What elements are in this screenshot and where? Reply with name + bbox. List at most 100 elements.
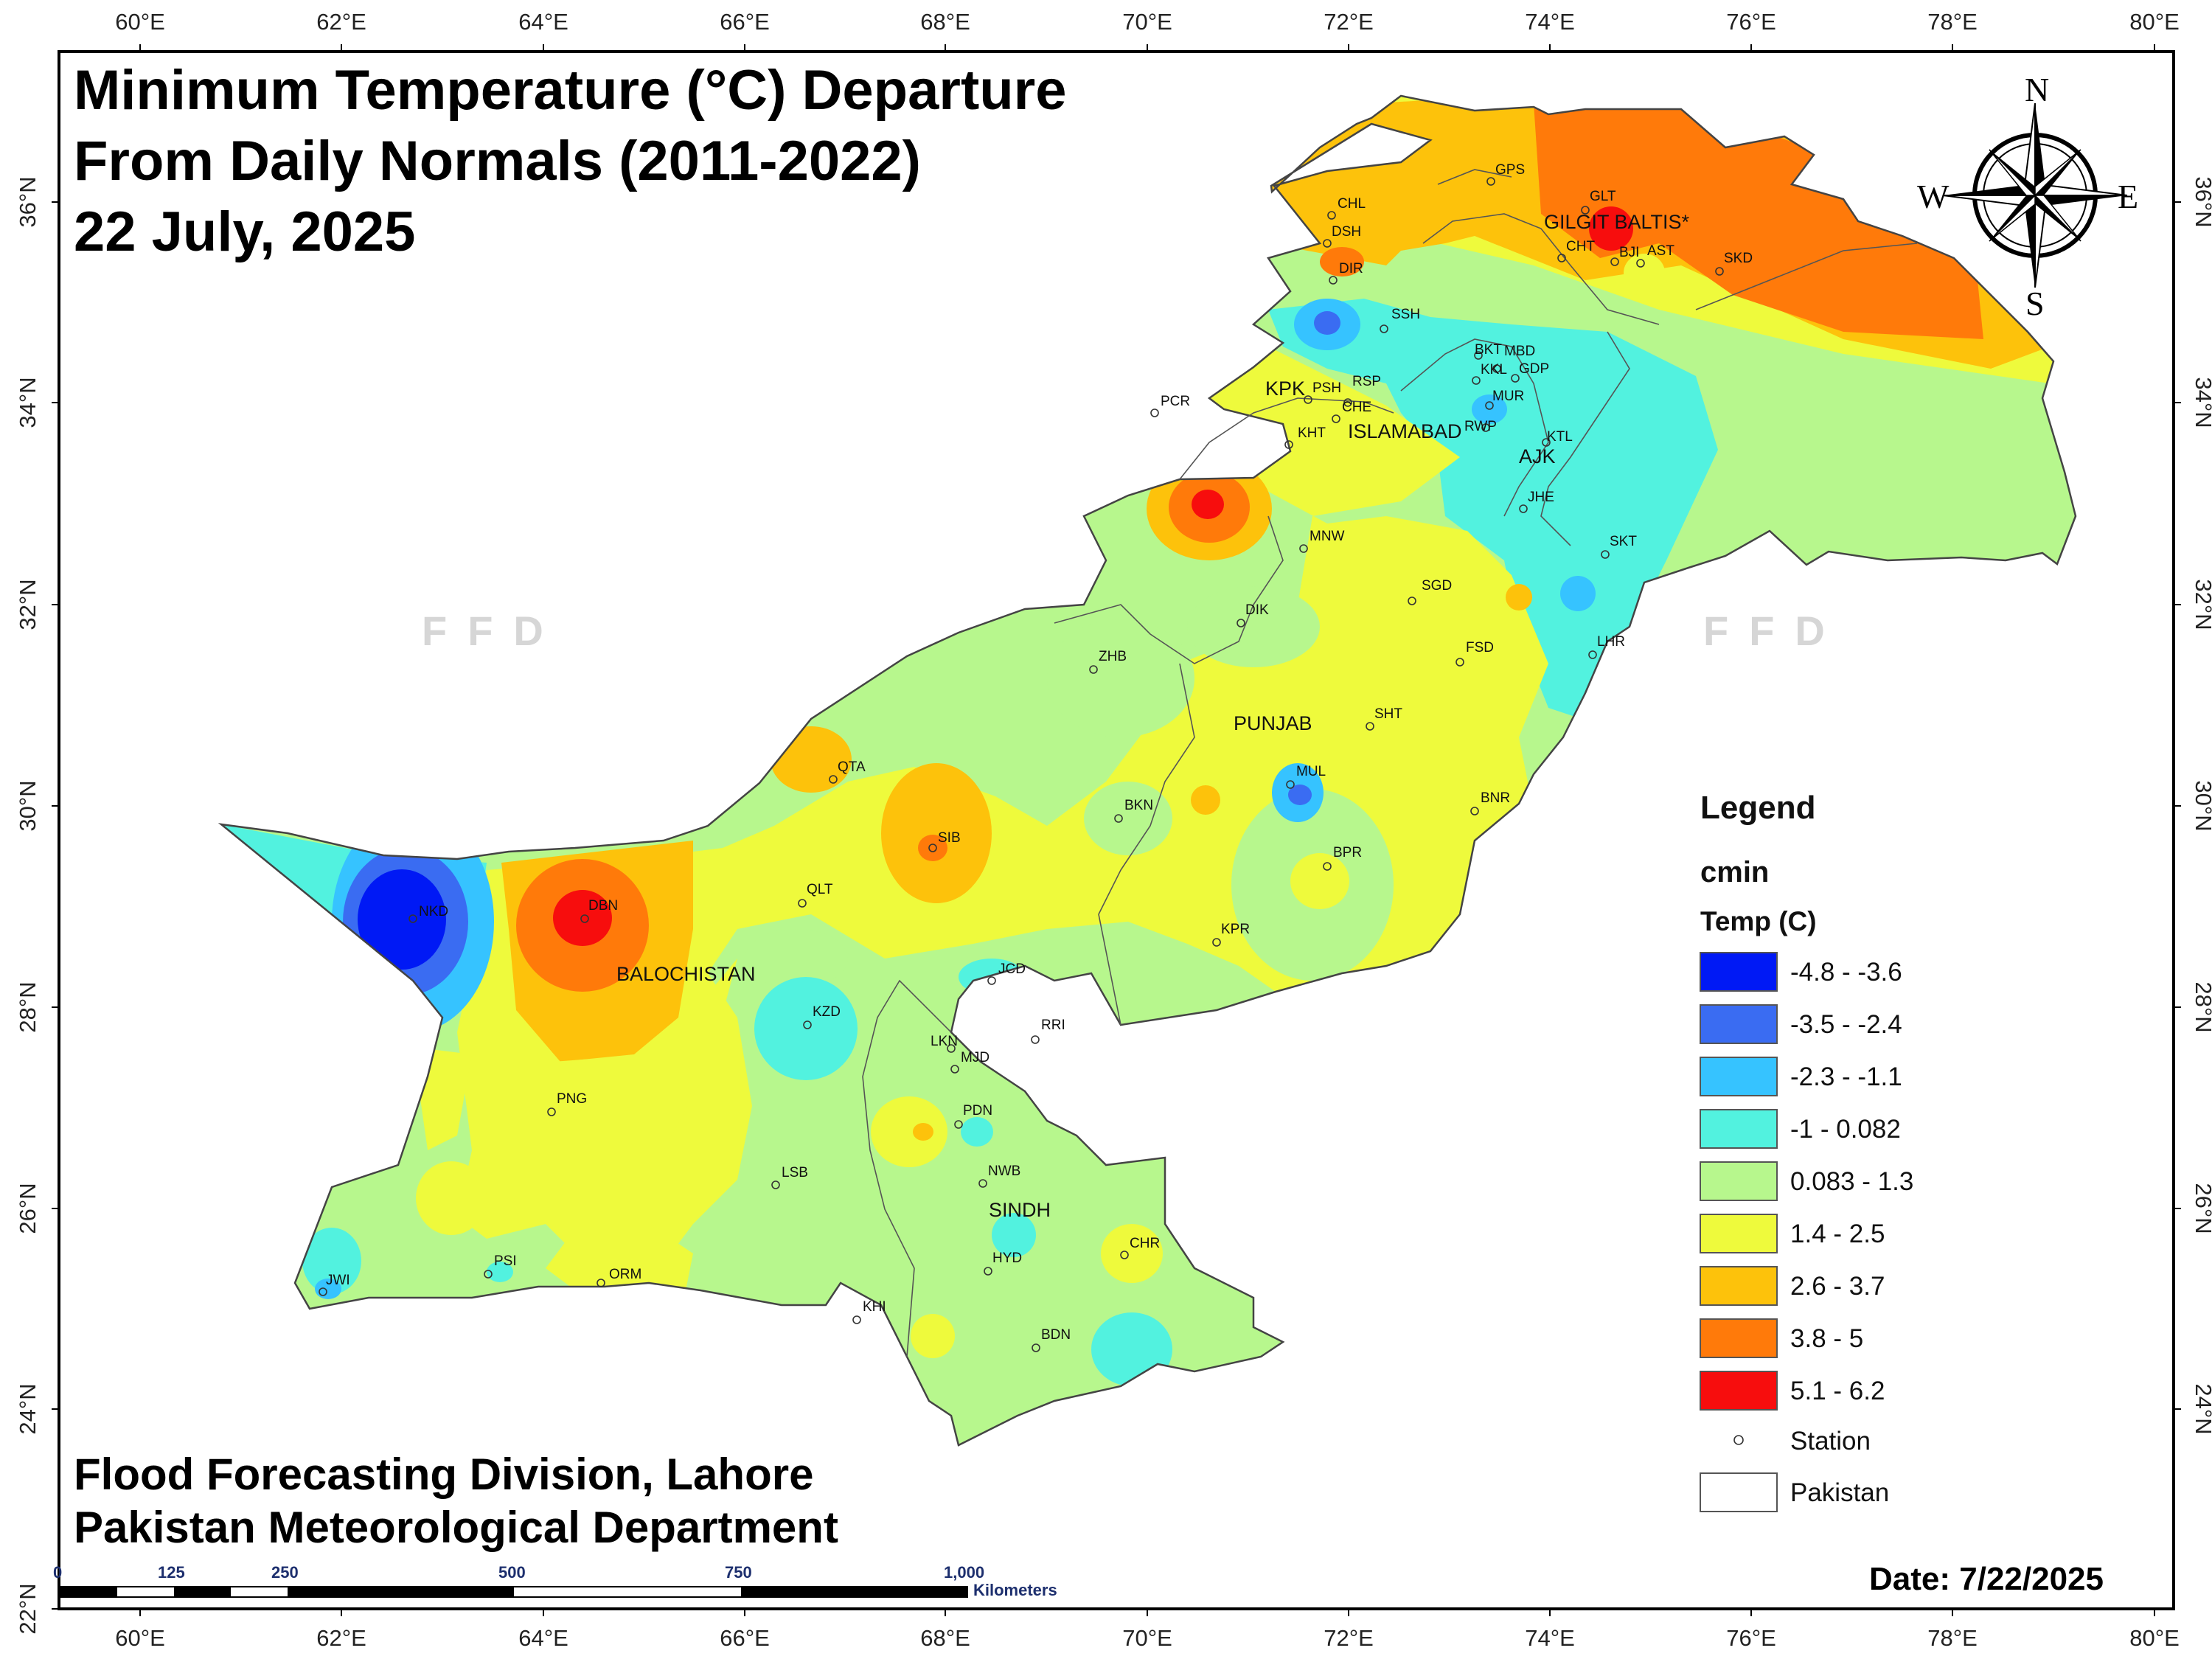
station-label: ORM — [609, 1267, 641, 1282]
region-labels: GILGIT BALTIS* KPK ISLAMABAD AJK PUNJAB … — [616, 211, 1690, 1221]
lon-label: 72°E — [1324, 1625, 1374, 1651]
scale-tick-label: 250 — [271, 1563, 299, 1582]
station-label: AST — [1647, 243, 1674, 259]
region-label-islamabad: ISLAMABAD — [1348, 420, 1462, 442]
legend-class-label: -2.3 - -1.1 — [1790, 1062, 1902, 1091]
legend-class-label: 1.4 - 2.5 — [1790, 1220, 1885, 1248]
legend-swatch — [1700, 1057, 1778, 1096]
legend-swatch — [1700, 952, 1778, 992]
compass-w: W — [1917, 178, 1950, 215]
legend-boundary-label: Pakistan — [1790, 1478, 1889, 1507]
station-markers — [319, 177, 1724, 1352]
station-label: QTA — [838, 759, 866, 775]
legend-layer-name: cmin — [1700, 856, 1769, 888]
station-label: SGD — [1422, 578, 1452, 594]
legend-class-label: -1 - 0.082 — [1790, 1115, 1901, 1144]
lon-label: 68°E — [920, 9, 970, 35]
legend-class-label: 2.6 - 3.7 — [1790, 1272, 1885, 1301]
lat-label: 30°N — [15, 780, 41, 831]
longitude-labels-top: 60°E 62°E 64°E 66°E 68°E 70°E 72°E 74°E … — [115, 9, 2180, 35]
legend-class-label: 0.083 - 1.3 — [1790, 1167, 1913, 1196]
station-label: FSD — [1466, 640, 1494, 655]
region-label-balochistan: BALOCHISTAN — [616, 963, 756, 985]
lon-label: 60°E — [115, 1625, 165, 1651]
legend-swatch — [1700, 1266, 1778, 1306]
station-label: QLT — [807, 882, 833, 897]
compass-e: E — [2118, 178, 2138, 215]
legend-station-symbol — [1733, 1435, 1744, 1445]
legend-station-label: Station — [1790, 1427, 1871, 1455]
station-label: KHI — [863, 1299, 886, 1315]
lon-label: 74°E — [1525, 1625, 1575, 1651]
lat-label: 36°N — [15, 176, 41, 227]
legend: Legend cmin Temp (C) -4.8 - -3.6 -3.5 - -… — [1700, 790, 1913, 1512]
station-label: RSP — [1352, 374, 1381, 389]
title-line-2: From Daily Normals (2011-2022) — [74, 130, 921, 192]
lon-label: 78°E — [1927, 1625, 1978, 1651]
region-label-punjab: PUNJAB — [1234, 712, 1312, 734]
graticule-ticks — [52, 44, 2181, 1616]
region-label-gilgit-baltistan: GILGIT BALTIS* — [1544, 211, 1690, 233]
watermark-right: FFD — [1703, 608, 1846, 654]
station-label: CHE — [1342, 400, 1371, 415]
station-label: DIK — [1245, 602, 1269, 618]
region-label-kpk: KPK — [1265, 378, 1305, 400]
legend-class-label: 3.8 - 5 — [1790, 1324, 1863, 1353]
legend-swatch — [1700, 1371, 1778, 1411]
station-label: DSH — [1332, 224, 1361, 240]
station-label: BDN — [1041, 1327, 1071, 1343]
lat-label: 30°N — [2191, 780, 2212, 831]
legend-boundary-swatch — [1700, 1472, 1778, 1512]
lat-label: 24°N — [2191, 1383, 2212, 1434]
station-label: KTL — [1547, 429, 1573, 445]
station-label: LKN — [931, 1034, 958, 1049]
lon-label: 60°E — [115, 9, 165, 35]
lat-label: 26°N — [2191, 1183, 2212, 1234]
legend-swatch — [1700, 1004, 1778, 1044]
lat-label: 24°N — [15, 1383, 41, 1434]
lon-label: 68°E — [920, 1625, 970, 1651]
lat-label: 34°N — [2191, 377, 2212, 428]
station-labels: GPS CHL DSH DIR GLT CHT BJI AST SKD SSH … — [326, 162, 1753, 1343]
title-line-1: Minimum Temperature (°C) Departure — [74, 59, 1067, 122]
station-label: MUR — [1492, 389, 1524, 404]
legend-swatch — [1700, 1109, 1778, 1149]
station-label: SSH — [1391, 307, 1420, 322]
lon-label: 72°E — [1324, 9, 1374, 35]
station-label: HYD — [992, 1251, 1022, 1266]
station-label: BJI — [1619, 245, 1639, 260]
station-label: PSH — [1312, 380, 1341, 396]
map-title: Minimum Temperature (°C) Departure From … — [74, 59, 1067, 263]
station-label: JHE — [1528, 490, 1554, 505]
lat-label: 32°N — [2191, 579, 2212, 630]
station-label: MNW — [1310, 529, 1345, 544]
north-arrow-compass: N S E W — [1917, 71, 2138, 322]
scale-tick-label: 500 — [498, 1563, 526, 1582]
station-label: JCD — [998, 961, 1026, 977]
lon-label: 70°E — [1122, 9, 1172, 35]
legend-swatch — [1700, 1161, 1778, 1201]
lon-label: 80°E — [2129, 9, 2180, 35]
lon-label: 62°E — [316, 9, 366, 35]
longitude-labels-bottom: 60°E 62°E 64°E 66°E 68°E 70°E 72°E 74°E … — [115, 1625, 2180, 1651]
lat-label: 32°N — [15, 579, 41, 630]
lon-label: 76°E — [1726, 9, 1776, 35]
region-label-sindh: SINDH — [989, 1199, 1051, 1221]
compass-s: S — [2025, 285, 2045, 322]
station-label: KZD — [813, 1004, 841, 1020]
station-label: MBD — [1504, 344, 1535, 359]
lon-label: 64°E — [518, 1625, 568, 1651]
station-label: GPS — [1495, 162, 1525, 178]
compass-n: N — [2025, 71, 2049, 108]
scale-tick-label: 1,000 — [944, 1563, 984, 1582]
station-label: PDN — [963, 1103, 992, 1119]
lat-label: 26°N — [15, 1183, 41, 1234]
station-label: BKN — [1124, 798, 1153, 813]
scale-tick-label: 125 — [158, 1563, 185, 1582]
scale-tick-label: 750 — [725, 1563, 752, 1582]
legend-title: Legend — [1700, 790, 1815, 826]
scale-tick-label: 0 — [53, 1563, 62, 1582]
lat-label: 28°N — [2191, 981, 2212, 1032]
credits: Flood Forecasting Division, Lahore Pakis… — [74, 1450, 838, 1552]
station-label: LHR — [1597, 634, 1625, 650]
